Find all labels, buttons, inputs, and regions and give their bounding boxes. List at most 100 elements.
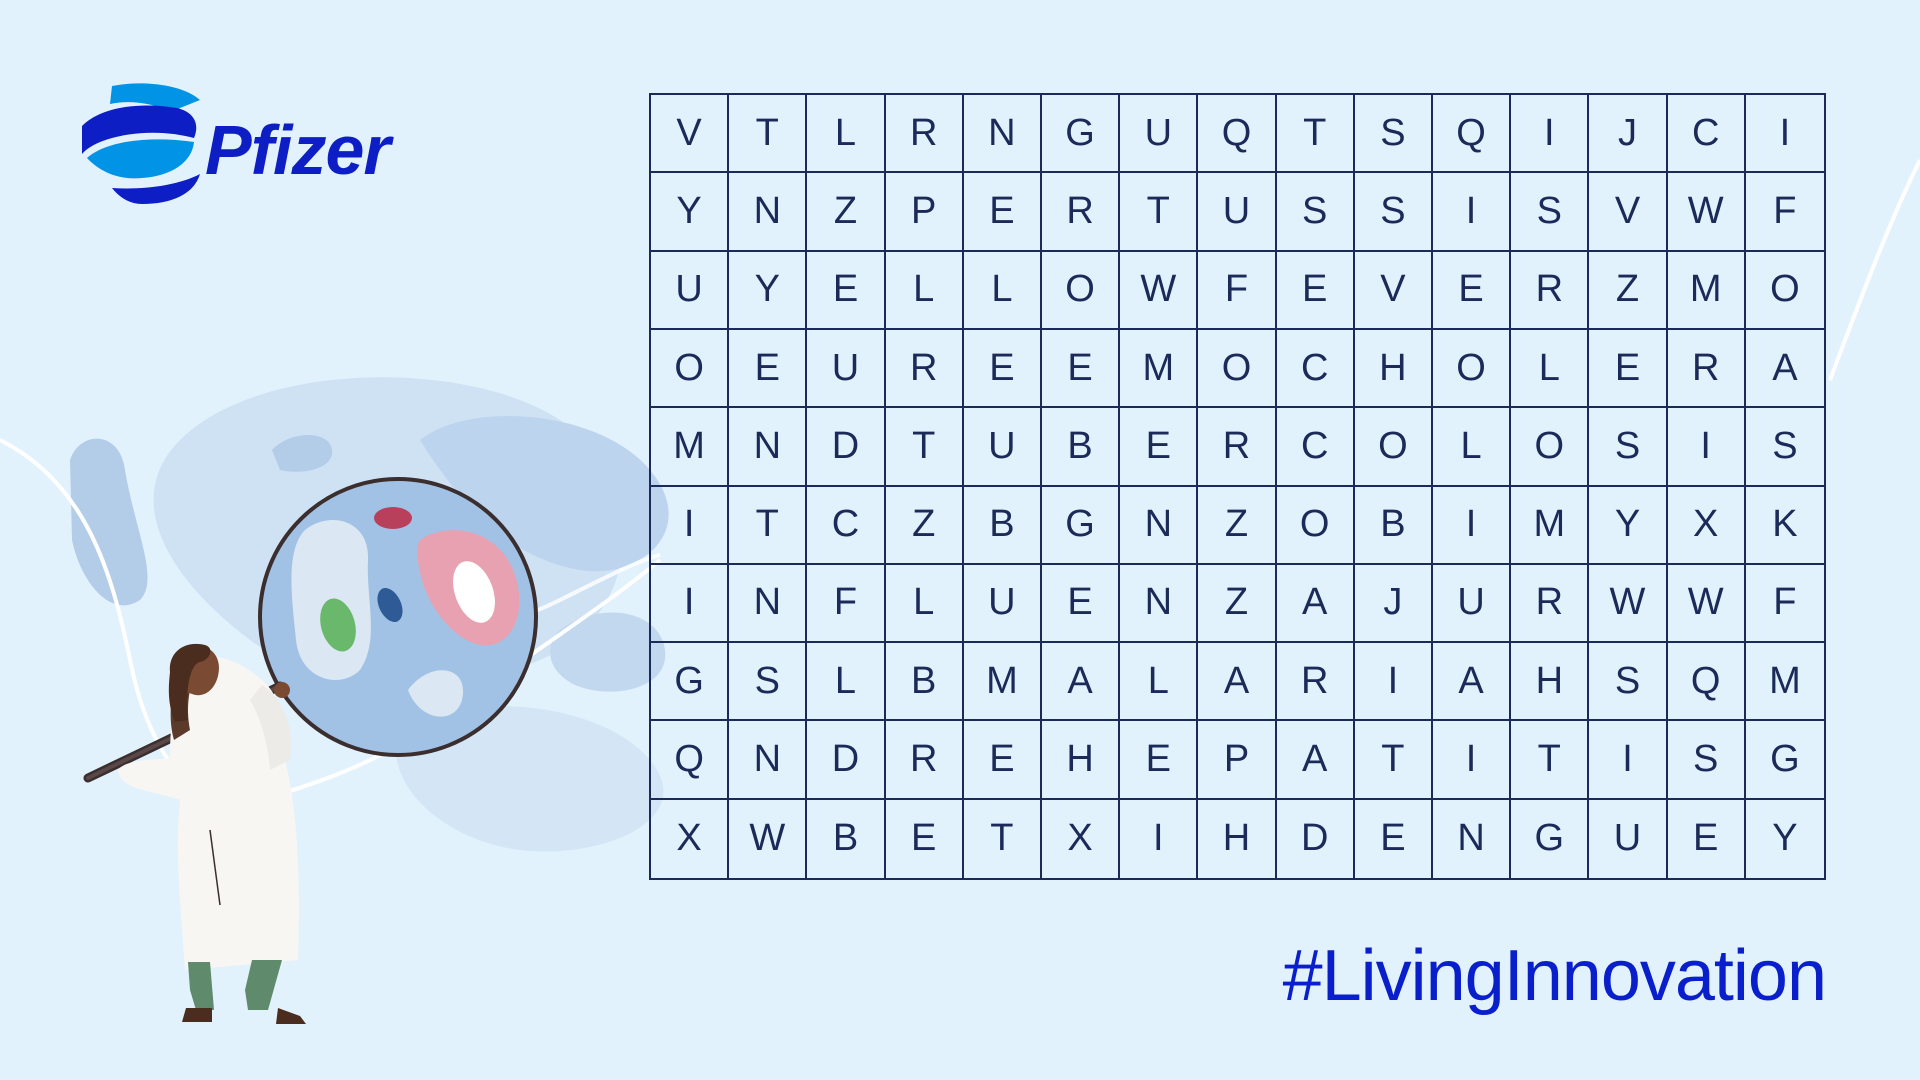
grid-cell[interactable]: T (1354, 721, 1433, 800)
grid-cell[interactable]: M (1120, 329, 1199, 409)
grid-cell[interactable]: V (1354, 251, 1433, 330)
grid-cell[interactable]: O (651, 329, 730, 409)
grid-cell[interactable]: R (1198, 408, 1277, 487)
grid-cell[interactable]: W (1667, 564, 1746, 644)
grid-cell[interactable]: P (885, 173, 964, 252)
grid-cell[interactable]: T (964, 799, 1042, 878)
grid-cell[interactable]: N (963, 95, 1042, 174)
grid-cell[interactable]: X (1667, 486, 1746, 565)
grid-cell[interactable]: L (963, 251, 1042, 330)
grid-cell[interactable]: G (1041, 486, 1121, 565)
grid-cell[interactable]: T (1276, 95, 1355, 174)
grid-cell[interactable]: I (1432, 486, 1512, 565)
grid-cell[interactable]: S (1354, 95, 1433, 174)
grid-cell[interactable]: T (1511, 721, 1590, 800)
grid-cell[interactable]: M (651, 408, 730, 487)
grid-cell[interactable]: N (729, 721, 808, 800)
grid-cell[interactable]: M (1745, 643, 1824, 722)
grid-cell[interactable]: E (886, 799, 964, 878)
grid-cell[interactable]: G (1511, 799, 1590, 878)
grid-cell[interactable]: E (963, 721, 1042, 800)
grid-cell[interactable]: R (1511, 251, 1590, 330)
grid-cell[interactable]: N (729, 173, 808, 252)
grid-cell[interactable]: P (1198, 721, 1277, 800)
grid-cell[interactable]: L (885, 564, 964, 644)
grid-cell[interactable]: S (1589, 408, 1668, 487)
grid-cell[interactable]: O (1511, 408, 1590, 487)
grid-cell[interactable]: X (651, 799, 730, 878)
grid-cell[interactable]: S (1745, 408, 1824, 487)
grid-cell[interactable]: O (1198, 329, 1277, 409)
grid-cell[interactable]: A (1276, 721, 1355, 800)
grid-cell[interactable]: Z (885, 486, 964, 565)
grid-cell[interactable]: H (1198, 799, 1277, 878)
grid-cell[interactable]: D (807, 408, 886, 487)
grid-cell[interactable]: M (1511, 486, 1590, 565)
grid-cell[interactable]: E (1120, 721, 1199, 800)
grid-cell[interactable]: E (807, 251, 886, 330)
grid-cell[interactable]: E (1041, 329, 1121, 409)
grid-cell[interactable]: H (1041, 721, 1121, 800)
grid-cell[interactable]: B (963, 486, 1042, 565)
grid-cell[interactable]: O (1745, 252, 1824, 330)
grid-cell[interactable]: E (1432, 251, 1512, 330)
grid-cell[interactable]: R (1276, 643, 1355, 722)
grid-cell[interactable]: Z (807, 173, 886, 252)
grid-cell[interactable]: A (1745, 330, 1824, 409)
grid-cell[interactable]: S (1354, 173, 1433, 252)
grid-cell[interactable]: N (1433, 799, 1512, 878)
grid-cell[interactable]: F (1745, 173, 1824, 252)
grid-cell[interactable]: S (1667, 721, 1746, 800)
grid-cell[interactable]: K (1745, 487, 1824, 565)
grid-cell[interactable]: I (1511, 95, 1590, 174)
grid-cell[interactable]: I (1120, 799, 1199, 878)
grid-cell[interactable]: A (1041, 643, 1121, 722)
grid-cell[interactable]: S (1589, 643, 1668, 722)
grid-cell[interactable]: I (1432, 173, 1512, 252)
grid-cell[interactable]: O (1432, 329, 1512, 409)
grid-cell[interactable]: W (729, 799, 808, 878)
grid-cell[interactable]: B (885, 643, 964, 722)
grid-cell[interactable]: Y (651, 173, 730, 252)
grid-cell[interactable]: G (1745, 721, 1824, 800)
grid-cell[interactable]: D (1277, 799, 1355, 878)
grid-cell[interactable]: N (1120, 486, 1199, 565)
grid-cell[interactable]: E (1355, 799, 1433, 878)
grid-cell[interactable]: Z (1589, 251, 1668, 330)
grid-cell[interactable]: W (1589, 564, 1668, 644)
grid-cell[interactable]: Q (651, 721, 730, 800)
grid-cell[interactable]: M (963, 643, 1042, 722)
grid-cell[interactable]: Q (1198, 95, 1277, 174)
grid-cell[interactable]: E (729, 329, 808, 409)
grid-cell[interactable]: U (1432, 564, 1512, 644)
grid-cell[interactable]: B (1354, 486, 1433, 565)
grid-cell[interactable]: S (1276, 173, 1355, 252)
grid-cell[interactable]: Q (1667, 643, 1746, 722)
grid-cell[interactable]: U (963, 564, 1042, 644)
grid-cell[interactable]: G (1041, 95, 1121, 174)
grid-cell[interactable]: B (1041, 408, 1121, 487)
grid-cell[interactable]: F (1745, 565, 1824, 644)
grid-cell[interactable]: L (1120, 643, 1199, 722)
grid-cell[interactable]: C (807, 486, 886, 565)
grid-cell[interactable]: O (1276, 486, 1355, 565)
grid-cell[interactable]: A (1276, 564, 1355, 644)
grid-cell[interactable]: W (1120, 251, 1199, 330)
grid-cell[interactable]: M (1667, 251, 1746, 330)
grid-cell[interactable]: E (1668, 799, 1746, 878)
grid-cell[interactable]: U (1198, 173, 1277, 252)
grid-cell[interactable]: W (1667, 173, 1746, 252)
grid-cell[interactable]: T (729, 95, 808, 174)
grid-cell[interactable]: A (1432, 643, 1512, 722)
grid-cell[interactable]: S (729, 643, 808, 722)
grid-cell[interactable]: A (1198, 643, 1277, 722)
grid-cell[interactable]: E (1589, 329, 1668, 409)
grid-cell[interactable]: T (885, 408, 964, 487)
grid-cell[interactable]: R (1041, 173, 1121, 252)
grid-cell[interactable]: I (1354, 643, 1433, 722)
grid-cell[interactable]: U (651, 251, 730, 330)
grid-cell[interactable]: Q (1432, 95, 1512, 174)
grid-cell[interactable]: F (1198, 251, 1277, 330)
grid-cell[interactable]: R (885, 329, 964, 409)
grid-cell[interactable]: L (807, 95, 886, 174)
